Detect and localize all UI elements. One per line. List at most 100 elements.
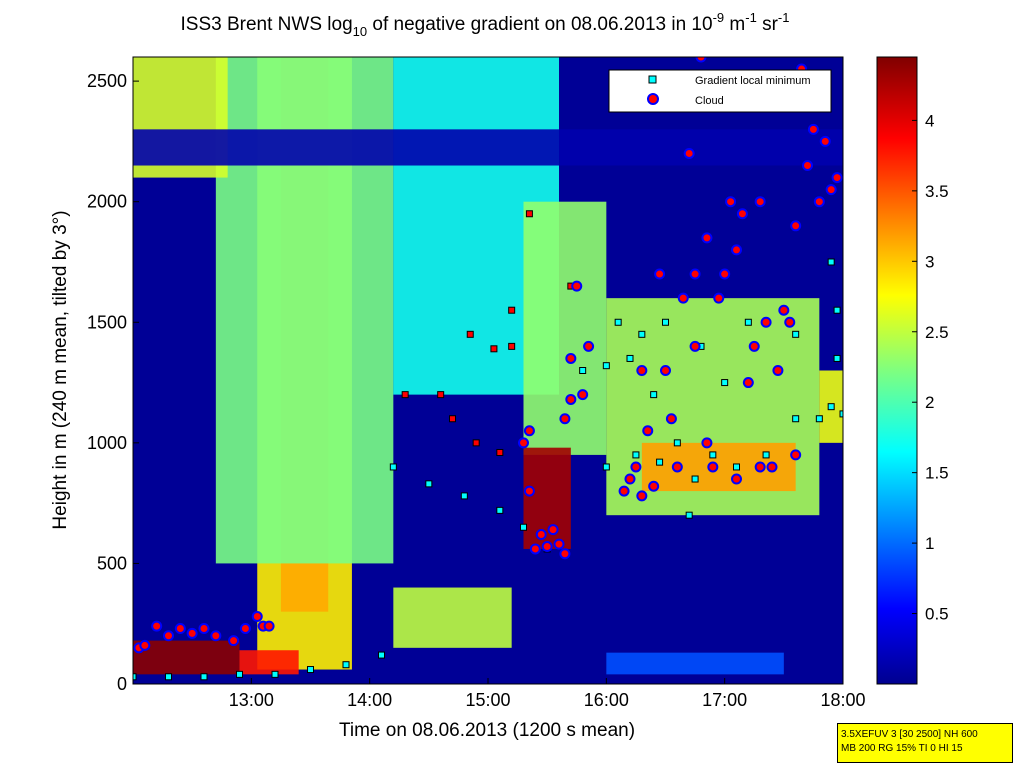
gradient-min-marker-high: [525, 210, 533, 218]
gradient-min-marker: [602, 362, 610, 370]
gradient-min-marker: [685, 511, 693, 519]
cloud-marker: [766, 461, 778, 473]
colorbar-tick-label: 2.5: [925, 323, 949, 342]
y-axis-label: Height in m (240 m mean, tilted by 3°): [50, 210, 71, 529]
heatmap-region: [523, 447, 571, 549]
cloud-marker: [813, 196, 825, 208]
cloud-marker: [772, 365, 784, 376]
gradient-min-marker: [520, 523, 527, 531]
cloud-marker: [807, 123, 819, 135]
gradient-min-marker: [792, 415, 800, 423]
cloud-marker: [819, 135, 831, 147]
cloud-marker: [742, 377, 754, 389]
heatmap-region: [606, 652, 784, 675]
cloud-marker: [139, 639, 151, 651]
legend: Gradient local minimum Cloud: [608, 69, 832, 113]
colorbar-tick-label: 1: [925, 534, 934, 553]
gradient-min-marker: [271, 670, 279, 678]
cloud-marker: [535, 528, 547, 540]
x-tick-label: 14:00: [347, 690, 392, 710]
cloud-marker: [518, 437, 529, 449]
gradient-min-marker: [673, 439, 681, 447]
colorbar-tick-label: 3: [925, 252, 934, 271]
cloud-marker: [689, 340, 701, 352]
cloud-marker: [707, 461, 719, 473]
gradient-min-marker-high: [401, 391, 409, 399]
cloud-marker: [754, 461, 766, 473]
cloud-marker: [648, 480, 660, 492]
colorbar-ticks: 0.5 1 1.5 2 2.5 3 3.5 4: [912, 111, 949, 624]
cloud-marker: [825, 184, 837, 196]
info-line-2: MB 200 RG 15% TI 0 HI 15: [841, 743, 963, 754]
x-tick-label: 13:00: [229, 690, 274, 710]
cloud-marker: [660, 365, 671, 376]
cloud-marker: [523, 425, 535, 437]
heatmap-region: [133, 129, 843, 166]
cloud-marker: [636, 365, 648, 376]
gradient-min-marker: [165, 673, 172, 681]
y-tick-label: 1500: [87, 312, 127, 332]
cloud-marker: [210, 630, 222, 642]
cloud-marker: [624, 473, 636, 485]
gradient-min-marker-high: [496, 448, 504, 456]
info-line-1: 3.5XEFUV 3 [30 2500] NH 600: [841, 729, 978, 740]
cloud-marker: [778, 304, 790, 316]
cloud-marker: [618, 485, 630, 497]
gradient-min-marker: [792, 330, 800, 338]
colorbar-tick-label: 4: [925, 111, 934, 130]
gradient-min-marker-high: [466, 330, 474, 338]
gradient-min-marker: [614, 318, 622, 326]
cloud-marker: [677, 292, 689, 304]
cloud-marker: [731, 473, 742, 485]
gradient-min-marker: [833, 306, 841, 314]
chart-title: ISS3 Brent NWS log10 of negative gradien…: [181, 10, 790, 39]
heatmap-region: [393, 587, 512, 648]
cloud-marker: [760, 316, 772, 328]
gradient-min-marker: [638, 330, 646, 338]
gradient-min-marker: [662, 318, 669, 326]
cloud-marker: [725, 196, 737, 208]
cloud-marker: [523, 485, 535, 497]
cloud-marker: [642, 425, 654, 437]
gradient-min-marker: [733, 463, 740, 471]
cloud-marker: [529, 543, 541, 555]
cloud-marker: [731, 244, 742, 256]
gradient-min-marker: [425, 480, 433, 488]
cloud-marker: [665, 413, 677, 425]
cloud-marker: [565, 352, 577, 364]
cloud-marker: [198, 623, 210, 635]
gradient-min-marker: [656, 458, 664, 466]
colorbar-tick-label: 2: [925, 393, 934, 412]
gradient-min-marker: [460, 492, 468, 500]
cloud-marker: [689, 268, 701, 280]
x-tick-label: 16:00: [584, 690, 629, 710]
gradient-min-marker: [827, 258, 835, 266]
heatmap: [133, 57, 843, 684]
cloud-marker: [701, 437, 713, 449]
colorbar: [876, 56, 918, 685]
x-tick-label: 17:00: [702, 690, 747, 710]
gradient-min-marker: [762, 451, 770, 459]
cloud-marker: [636, 490, 648, 502]
cloud-marker: [784, 316, 796, 328]
legend-box: [608, 69, 832, 113]
cloud-marker: [671, 461, 683, 473]
x-tick-label: 18:00: [820, 690, 865, 710]
cloud-marker: [736, 208, 748, 220]
y-tick-label: 1000: [87, 433, 127, 453]
cloud-marker: [571, 280, 583, 292]
heatmap-region: [239, 650, 299, 675]
gradient-min-marker: [133, 673, 137, 681]
cloud-marker: [748, 340, 760, 352]
heatmap-region: [523, 201, 607, 455]
legend-circle-marker: [647, 93, 659, 105]
gradient-min-marker: [389, 463, 397, 471]
gradient-min-marker: [744, 318, 752, 326]
gradient-min-marker: [721, 379, 729, 387]
gradient-min-marker: [815, 415, 823, 423]
gradient-min-marker: [200, 673, 208, 681]
heatmap-region: [133, 640, 240, 675]
cloud-marker: [630, 461, 642, 473]
markers: [133, 57, 843, 681]
